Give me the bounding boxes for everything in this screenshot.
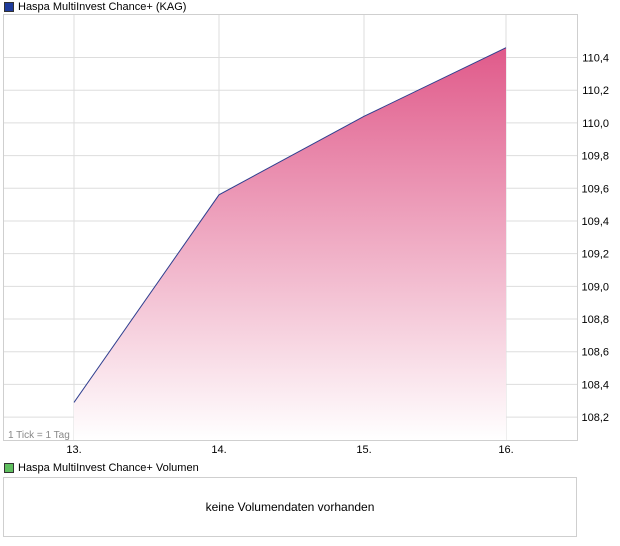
price-chart: 108,2 108,4 108,6 108,8 109,0 109,2 109,4 109,6… [3,14,609,456]
x-tick-label: 13. [66,444,81,456]
y-tick-label: 109,0 [581,281,609,293]
price-legend-label: Haspa MultiInvest Chance+ (KAG) [18,1,187,13]
y-tick-label: 110,0 [582,118,609,130]
x-tick-label: 14. [211,444,226,456]
y-tick-label: 110,2 [582,85,609,97]
tick-note: 1 Tick = 1 Tag [8,430,70,441]
y-tick-label: 108,4 [581,379,609,391]
price-legend-swatch [4,2,14,12]
volume-legend-swatch [4,463,14,473]
price-line [73,47,507,403]
price-legend: Haspa MultiInvest Chance+ (KAG) [4,0,186,14]
y-tick-label: 109,4 [581,216,609,228]
y-tick-label: 109,8 [581,151,609,163]
y-tick-label: 110,4 [582,53,609,65]
y-axis-ticks: 108,2 108,4 108,6 108,8 109,0 109,2 109,4 109,6… [581,53,609,425]
x-tick-label: 15. [356,444,371,456]
y-tick-label: 108,8 [581,314,609,326]
plot-frame [3,14,578,441]
y-tick-label: 108,6 [581,347,609,359]
x-axis-ticks: 13. 14. 15. 16. [66,444,513,456]
volume-empty-message: keine Volumendaten vorhanden [205,500,375,514]
y-tick-label: 109,2 [581,249,609,261]
price-area [74,47,506,440]
volume-panel: keine Volumendaten vorhanden [3,477,577,537]
y-tick-label: 108,2 [581,412,609,424]
volume-legend: Haspa MultiInvest Chance+ Volumen [4,461,199,475]
y-tick-label: 109,6 [581,183,609,195]
x-tick-label: 16. [498,444,513,456]
volume-legend-label: Haspa MultiInvest Chance+ Volumen [18,462,199,474]
